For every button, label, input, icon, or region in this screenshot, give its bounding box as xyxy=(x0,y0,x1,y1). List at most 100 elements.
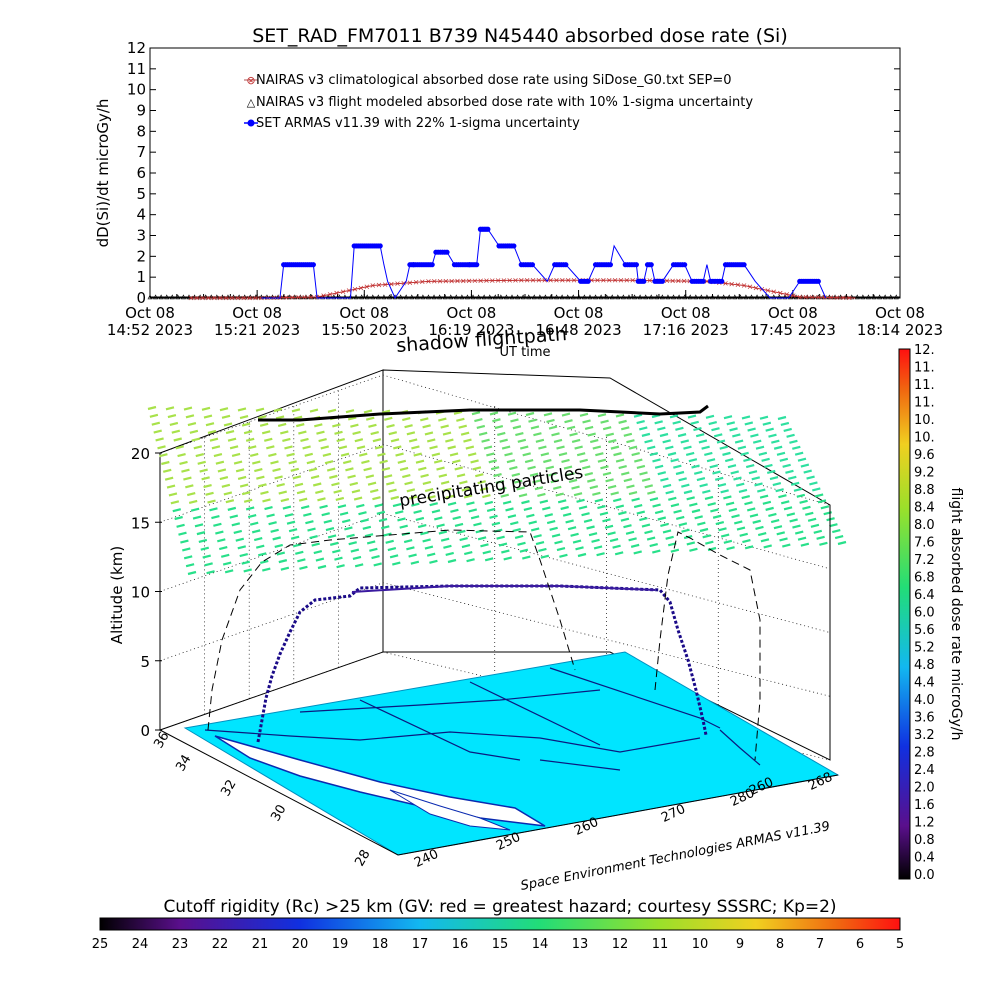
legend-marker-armas xyxy=(244,119,258,127)
dose-colorbar-tick-label: 4.0 xyxy=(914,693,935,708)
particle-mark xyxy=(696,477,706,482)
particle-mark xyxy=(445,494,455,499)
particle-mark xyxy=(826,517,835,522)
particle-mark xyxy=(429,502,438,507)
particle-mark xyxy=(352,555,362,560)
particle-mark xyxy=(525,411,535,417)
particle-mark xyxy=(229,514,239,519)
particle-mark xyxy=(442,431,452,436)
particle-mark xyxy=(258,483,267,488)
particle-mark xyxy=(786,433,795,438)
particle-mark xyxy=(356,445,366,450)
series-armas-point xyxy=(511,243,517,249)
particle-mark xyxy=(486,507,496,512)
particle-mark xyxy=(749,513,759,518)
series-nairas-clim-point xyxy=(296,295,301,300)
series-nairas-flight-point xyxy=(158,294,164,300)
particle-mark xyxy=(732,433,741,438)
particle-mark xyxy=(178,531,187,536)
particle-mark xyxy=(538,445,547,450)
particle-mark xyxy=(262,567,271,572)
top-legend: ⊗ NAIRAS v3 climatological absorbed dose… xyxy=(244,73,753,131)
series-nairas-clim-point xyxy=(290,295,295,300)
particle-mark xyxy=(257,415,267,420)
series-armas-point xyxy=(310,262,316,268)
svg-text:△: △ xyxy=(247,96,256,109)
precipitating-particles-grid xyxy=(147,405,847,576)
particle-mark xyxy=(202,554,211,559)
particle-mark xyxy=(649,451,659,457)
particle-mark xyxy=(660,477,669,482)
particle-mark xyxy=(422,538,431,543)
particle-mark xyxy=(522,555,531,560)
particle-mark xyxy=(530,425,540,430)
particle-mark xyxy=(272,536,281,541)
particle-mark xyxy=(280,566,290,571)
dose-colorbar-ticks: 0.0 0.4 0.8 1.2 1.6 2.0 2.4 2.8 3.2 3.6 4.0 4.4 4.8 5… xyxy=(914,343,935,883)
series-nairas-clim-point xyxy=(595,278,600,283)
particle-mark xyxy=(809,481,818,486)
particle-mark xyxy=(744,545,754,550)
particle-mark xyxy=(433,459,443,464)
particle-mark xyxy=(473,522,482,527)
series-nairas-flight-point xyxy=(448,294,454,300)
particle-mark xyxy=(754,482,763,487)
particle-mark xyxy=(581,465,591,470)
series-nairas-flight-point xyxy=(420,294,426,300)
x-tick-label-date: Oct 08 xyxy=(339,304,389,322)
series-nairas-flight-point xyxy=(615,294,621,300)
particle-mark xyxy=(689,547,698,552)
particle-mark xyxy=(573,492,583,497)
particle-mark xyxy=(646,445,656,450)
series-nairas-clim-point xyxy=(283,295,289,300)
particle-mark xyxy=(799,499,808,504)
particle-mark xyxy=(325,526,335,532)
particle-mark xyxy=(600,465,609,470)
particle-mark xyxy=(571,438,581,444)
particle-mark xyxy=(773,525,783,530)
series-nairas-flight-point xyxy=(659,294,665,300)
series-nairas-clim-point xyxy=(816,295,821,300)
particle-mark xyxy=(313,549,323,555)
particle-mark xyxy=(307,527,316,532)
dose-colorbar-tick-label: 1.2 xyxy=(914,816,935,831)
series-nairas-flight-point xyxy=(687,294,693,300)
particle-mark xyxy=(410,560,420,565)
particle-mark xyxy=(607,484,617,489)
altitude-gridline xyxy=(159,443,831,570)
particle-mark xyxy=(303,512,312,517)
particle-mark xyxy=(424,431,434,436)
particle-mark xyxy=(705,540,714,545)
particle-mark xyxy=(434,516,443,521)
particle-mark xyxy=(408,495,418,500)
particle-mark xyxy=(768,512,777,518)
particle-mark xyxy=(292,543,302,548)
particle-mark xyxy=(456,417,465,422)
particle-mark xyxy=(243,430,253,435)
particle-mark xyxy=(329,474,338,479)
particle-mark xyxy=(463,438,472,443)
particle-mark xyxy=(794,451,804,456)
series-nairas-flight-point xyxy=(153,294,159,300)
particle-mark xyxy=(498,542,508,547)
particle-mark xyxy=(699,483,708,488)
particle-mark xyxy=(672,420,681,425)
x-tick-label-date: Oct 08 xyxy=(554,304,604,322)
series-nairas-clim-point xyxy=(501,278,507,283)
series-nairas-clim-point xyxy=(513,278,518,283)
particle-mark xyxy=(776,531,786,536)
series-nairas-flight-point xyxy=(732,294,738,300)
particle-mark xyxy=(562,512,572,517)
rigidity-colorbar-tick-label: 9 xyxy=(736,937,744,952)
series-nairas-clim-point xyxy=(647,278,653,283)
particle-mark xyxy=(164,476,174,481)
particle-mark xyxy=(415,459,425,464)
altitude-axis-label: Altitude (km) xyxy=(108,546,126,644)
particle-mark xyxy=(535,438,545,443)
particle-mark xyxy=(266,445,275,450)
particle-mark xyxy=(551,533,561,538)
altitude-gridline xyxy=(159,582,831,697)
particle-mark xyxy=(819,541,828,546)
particle-mark xyxy=(264,437,273,442)
